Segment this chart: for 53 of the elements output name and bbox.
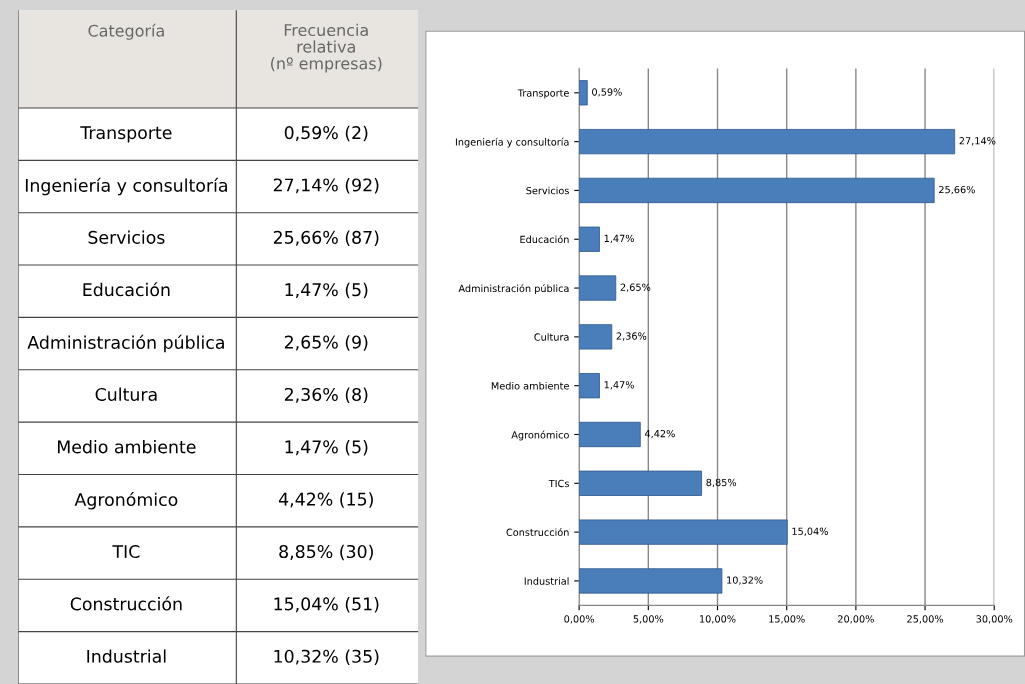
y-tick-label: Educación	[520, 235, 569, 244]
data-label: 10,32%	[727, 576, 763, 585]
y-tick-label: Servicios	[526, 186, 569, 195]
y-tick-label: Agronómico	[511, 430, 569, 441]
text: 10,32% (35)	[274, 649, 379, 665]
text: 1,47% (5)	[285, 439, 368, 456]
category-label: TIC	[112, 544, 140, 559]
x-tick-label: 15,00%	[769, 615, 805, 624]
text: Frecuencia relativa (nº empresas)	[271, 23, 382, 73]
text: 2,36% (8)	[284, 387, 368, 404]
text: 4,42% (15)	[278, 492, 373, 508]
category-label: Cultura	[95, 387, 157, 402]
x-tick-label: 0,00%	[564, 615, 595, 624]
x-tick-label: 20,00%	[838, 615, 874, 624]
category-label: Ingeniería y consultoría	[25, 177, 227, 196]
text: 25,66% (87)	[273, 230, 379, 246]
data-label: 2,65%	[620, 283, 651, 292]
category-label: Construcción	[70, 596, 182, 611]
category-label: Medio ambiente	[57, 439, 196, 454]
data-label: 27,14%	[959, 137, 996, 146]
category-label: Industrial	[87, 649, 166, 663]
text: Categoría	[88, 23, 164, 40]
data-label: 15,04%	[792, 527, 828, 536]
category-label: Transporte	[80, 126, 172, 143]
x-tick-label: 10,00%	[700, 615, 736, 624]
category-label: Administración pública	[27, 334, 224, 353]
y-tick-label: Cultura	[534, 333, 569, 341]
data-label: 0,59%	[592, 88, 622, 97]
data-label: 1,47%	[604, 234, 634, 244]
y-tick-label: Industrial	[524, 577, 569, 585]
data-label: 4,42%	[644, 429, 675, 439]
data-label: 2,36%	[616, 332, 647, 341]
x-tick-label: 30,00%	[976, 615, 1013, 624]
y-tick-label: Construcción	[506, 528, 569, 536]
x-tick-label: 5,00%	[633, 615, 664, 624]
y-tick-label: Transporte	[517, 89, 569, 99]
text: 2,65% (9)	[284, 335, 368, 351]
y-tick-label: TICs	[548, 479, 569, 488]
category-label: Educación	[83, 282, 170, 297]
y-tick-label: Medio ambiente	[491, 381, 569, 390]
text: 15,04% (51)	[274, 597, 379, 613]
data-label: 1,47%	[604, 381, 634, 390]
text: 27,14% (92)	[273, 178, 379, 194]
category-label: Servicios	[88, 230, 165, 244]
data-label: 8,85%	[706, 478, 737, 488]
y-tick-label: Ingeniería y consultoría	[455, 137, 569, 148]
text: 8,85% (30)	[279, 544, 373, 561]
data-label: 25,66%	[939, 185, 975, 195]
category-label: Agronómico	[74, 491, 178, 510]
text: 1,47% (5)	[285, 282, 368, 299]
y-tick-label: Administración pública	[458, 284, 569, 294]
text: 0,59% (2)	[284, 125, 368, 142]
x-tick-label: 25,00%	[907, 615, 944, 624]
